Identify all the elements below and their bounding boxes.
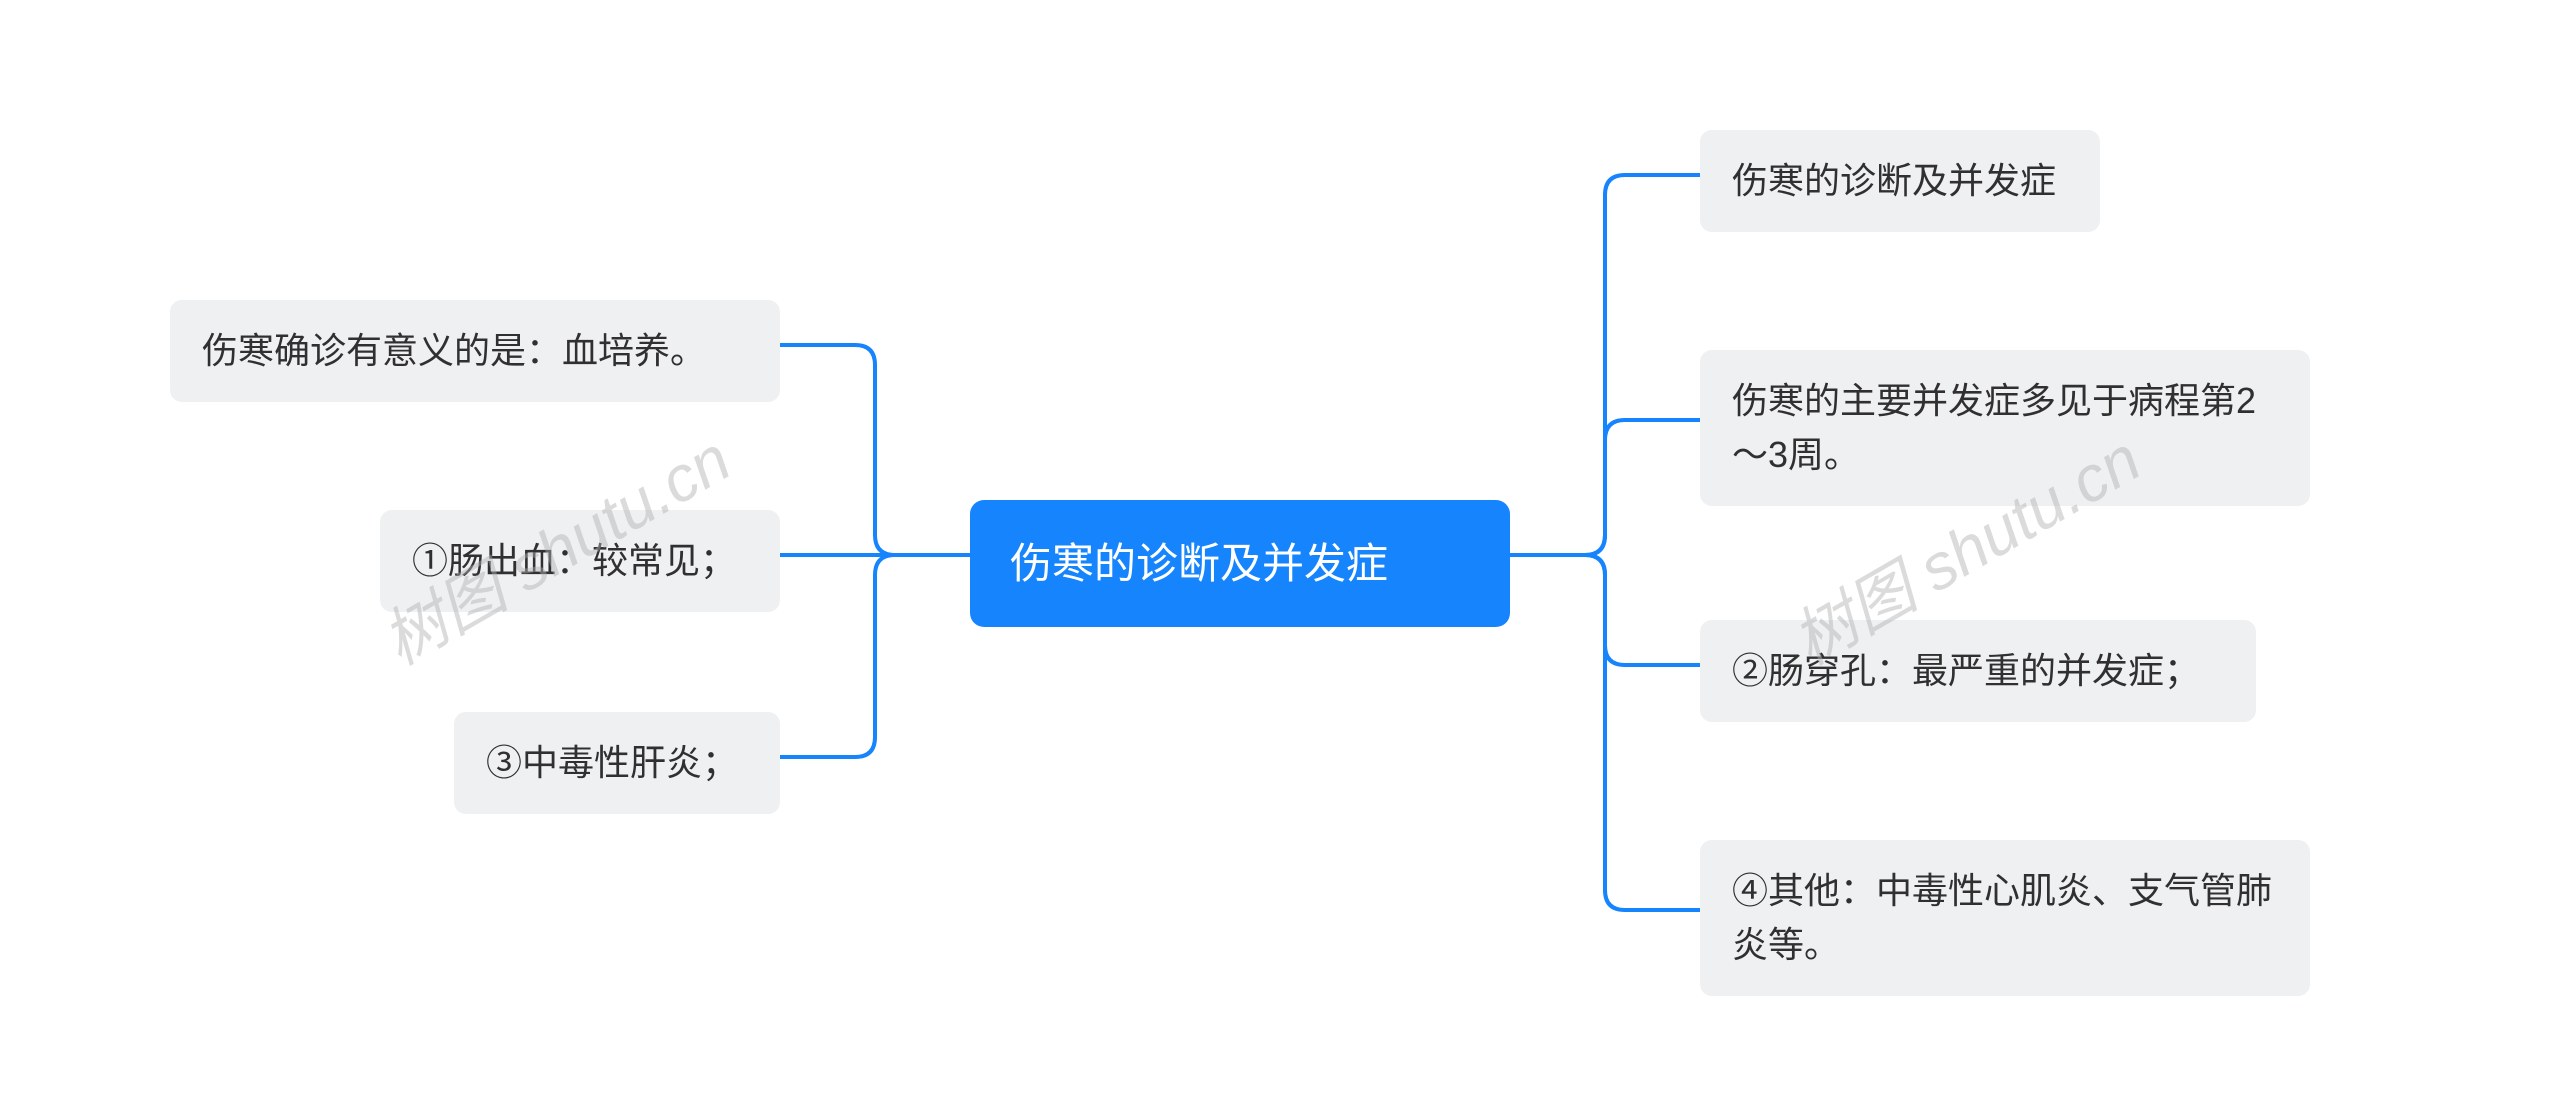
right-node-label: 伤寒的主要并发症多见于病程第2～3周。 [1732,380,2256,475]
mindmap-canvas: 伤寒的诊断及并发症伤寒确诊有意义的是：血培养。①肠出血：较常见；③中毒性肝炎；伤… [0,0,2560,1113]
center-node-label: 伤寒的诊断及并发症 [1010,540,1388,587]
left-node-2[interactable]: ③中毒性肝炎； [454,712,780,814]
right-node-label: 伤寒的诊断及并发症 [1732,160,2056,201]
left-node-label: ③中毒性肝炎； [486,742,738,783]
left-node-label: ①肠出血：较常见； [412,540,736,581]
left-node-1[interactable]: ①肠出血：较常见； [380,510,780,612]
right-node-label: ②肠穿孔：最严重的并发症； [1732,650,2200,691]
left-node-label: 伤寒确诊有意义的是：血培养。 [202,330,706,371]
right-node-3[interactable]: ④其他：中毒性心肌炎、支气管肺炎等。 [1700,840,2310,996]
right-node-1[interactable]: 伤寒的主要并发症多见于病程第2～3周。 [1700,350,2310,506]
left-node-0[interactable]: 伤寒确诊有意义的是：血培养。 [170,300,780,402]
right-node-0[interactable]: 伤寒的诊断及并发症 [1700,130,2100,232]
center-node[interactable]: 伤寒的诊断及并发症 [970,500,1510,627]
right-node-label: ④其他：中毒性心肌炎、支气管肺炎等。 [1732,870,2272,965]
right-node-2[interactable]: ②肠穿孔：最严重的并发症； [1700,620,2256,722]
